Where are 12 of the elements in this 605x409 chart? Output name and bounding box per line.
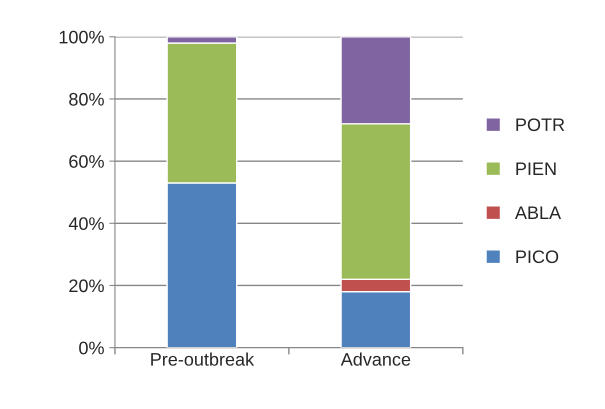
legend-label: POTR: [516, 118, 564, 132]
y-tick-label: 100%: [60, 30, 104, 44]
y-tick-label: 0%: [79, 342, 104, 354]
legend-label: PIEN: [516, 162, 556, 175]
y-tick-label: 40%: [68, 217, 104, 230]
x-tick-label: Pre-outbreak: [151, 352, 254, 366]
y-tick-label: 60%: [69, 155, 104, 168]
x-tick-label: Advance: [340, 352, 410, 366]
y-tick-label: 20%: [69, 279, 104, 292]
legend-label: PICO: [516, 250, 558, 264]
y-tick-label: 80%: [69, 92, 104, 106]
legend-label: ABLA: [514, 206, 562, 219]
